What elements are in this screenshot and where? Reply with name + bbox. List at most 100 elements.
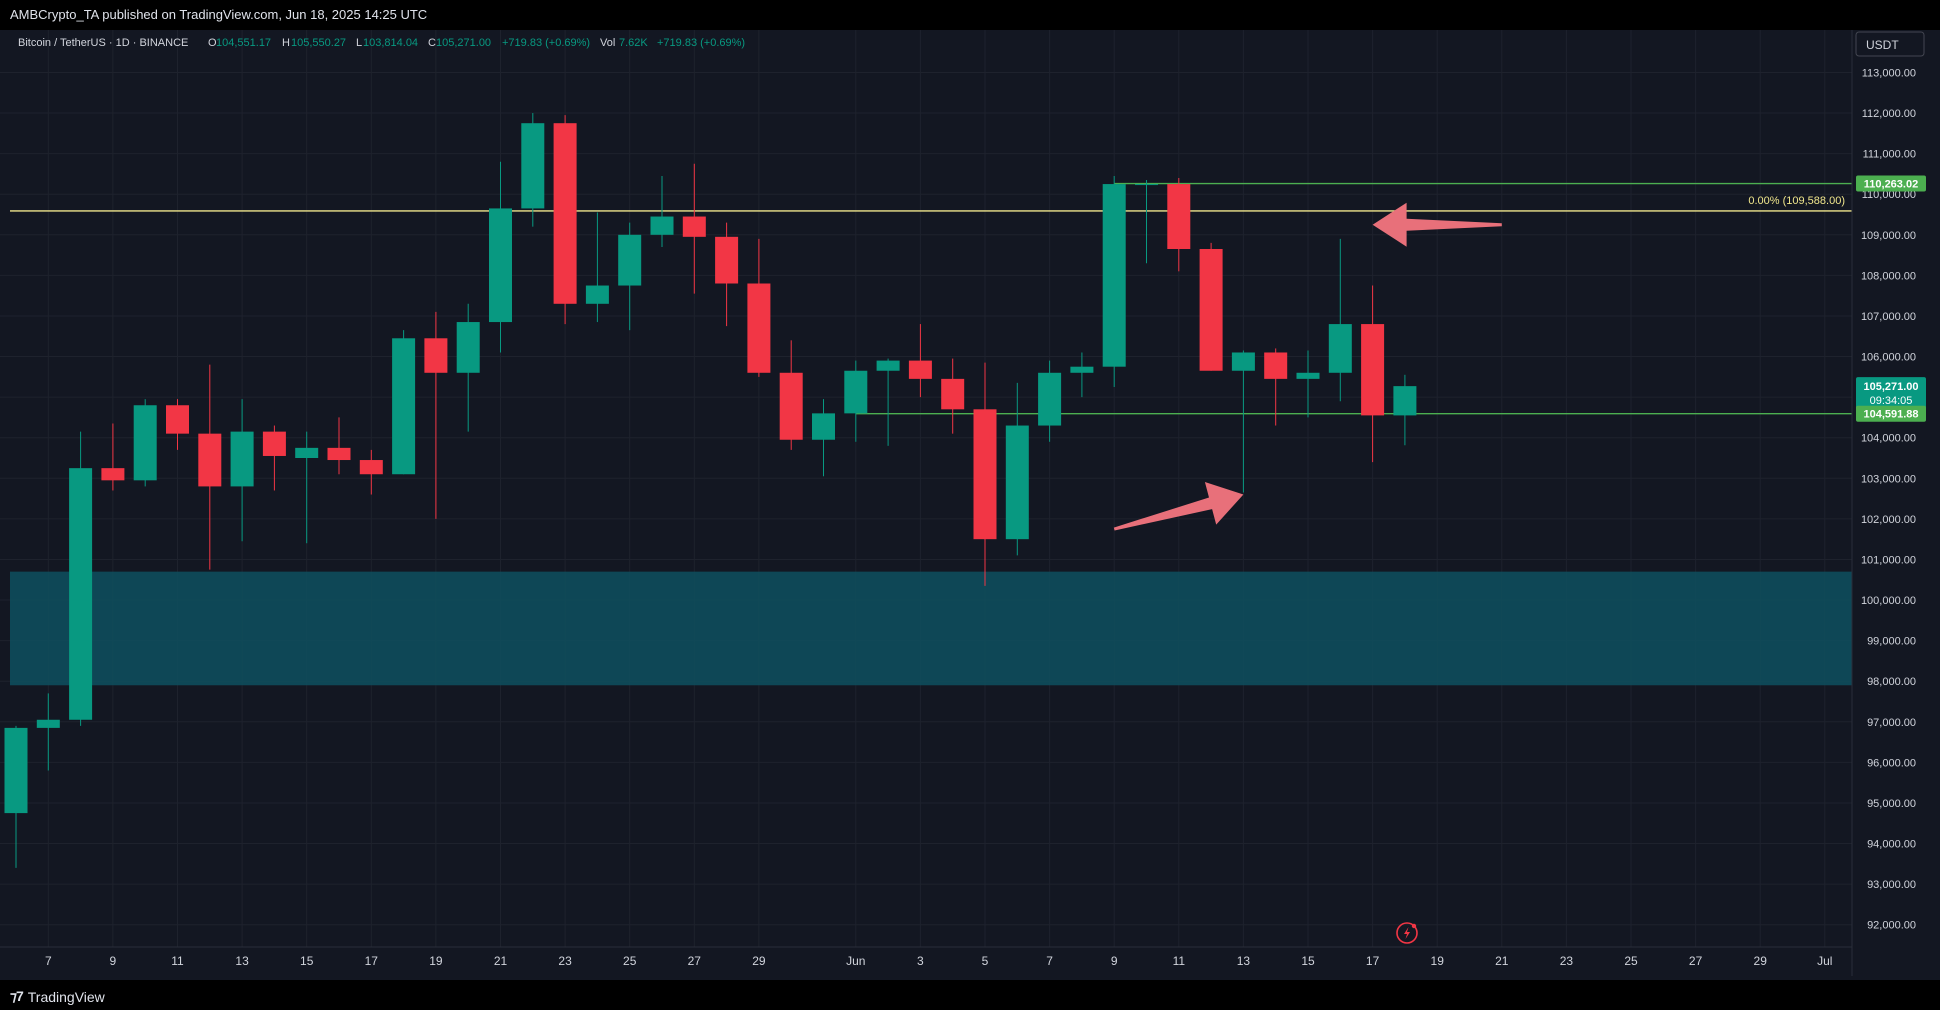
time-tick-label: 17 bbox=[365, 954, 379, 968]
candle[interactable] bbox=[1135, 180, 1158, 264]
levels-layer: 0.00% (109,588.00) bbox=[10, 182, 1852, 415]
lightning-icon[interactable] bbox=[1396, 922, 1418, 944]
candle[interactable] bbox=[585, 212, 609, 323]
candle[interactable] bbox=[747, 238, 771, 377]
candle-body bbox=[908, 360, 932, 379]
candle[interactable] bbox=[36, 693, 60, 771]
time-tick-label: 13 bbox=[1237, 954, 1251, 968]
chart-background bbox=[0, 30, 1940, 980]
time-tick-label: 9 bbox=[110, 954, 117, 968]
candle[interactable] bbox=[1167, 177, 1191, 272]
candle-body bbox=[1038, 372, 1062, 426]
candle[interactable] bbox=[1038, 360, 1062, 442]
bar-countdown-text: 09:34:05 bbox=[1870, 395, 1913, 407]
time-tick-label: Jul bbox=[1817, 954, 1832, 968]
candle-body bbox=[876, 360, 900, 371]
candle[interactable] bbox=[876, 358, 900, 446]
time-tick-label: 9 bbox=[1111, 954, 1118, 968]
candle[interactable] bbox=[941, 358, 965, 434]
candle[interactable] bbox=[327, 417, 351, 475]
support-price-tag: 104,591.88 bbox=[1856, 405, 1926, 422]
candle-body bbox=[1264, 352, 1288, 379]
price-tick-label: 110,000.00 bbox=[1862, 189, 1916, 201]
price-tick-label: 98,000.00 bbox=[1867, 676, 1916, 688]
price-tick-label: 112,000.00 bbox=[1862, 108, 1916, 120]
time-tick-label: 29 bbox=[1754, 954, 1768, 968]
legend-open-label: O bbox=[208, 37, 217, 49]
price-tick-label: 104,000.00 bbox=[1861, 433, 1916, 445]
candle-body bbox=[1393, 386, 1417, 416]
legend-ohlc: O 104,551.17 H 105,550.27 L 103,814.04 C… bbox=[208, 37, 745, 49]
candle[interactable] bbox=[1296, 350, 1320, 418]
candle-body bbox=[1102, 184, 1126, 367]
candle[interactable] bbox=[682, 163, 706, 294]
price-tick-label: 95,000.00 bbox=[1867, 798, 1916, 810]
currency-button-frame[interactable] bbox=[1855, 31, 1925, 57]
price-tick-label: 106,000.00 bbox=[1861, 352, 1916, 364]
candle-body bbox=[1005, 425, 1029, 540]
candle[interactable] bbox=[456, 303, 480, 432]
currency-button[interactable]: USDT bbox=[1855, 31, 1925, 57]
price-axis[interactable]: 92,000.00 93,000.00 94,000.00 95,000.00 96,0… bbox=[1861, 67, 1916, 931]
candle[interactable] bbox=[69, 431, 93, 726]
candle[interactable] bbox=[295, 431, 319, 544]
current-price-tag-bg bbox=[1856, 377, 1926, 410]
candle[interactable] bbox=[1264, 348, 1288, 426]
candle[interactable] bbox=[133, 399, 157, 487]
candle[interactable] bbox=[424, 311, 448, 519]
candle[interactable] bbox=[1005, 382, 1029, 556]
demand-zone-layer bbox=[10, 571, 1852, 686]
candle[interactable] bbox=[973, 362, 997, 586]
candle[interactable] bbox=[1102, 175, 1126, 387]
legend-volume: 7.62K bbox=[619, 37, 648, 49]
time-tick-label: 25 bbox=[1624, 954, 1638, 968]
candle[interactable] bbox=[650, 175, 674, 247]
time-tick-label: 21 bbox=[1495, 954, 1509, 968]
candle[interactable] bbox=[198, 364, 222, 570]
tradingview-logo[interactable]: ⁊7 TradingView bbox=[10, 988, 105, 1005]
candle[interactable] bbox=[1328, 238, 1352, 402]
candle-body bbox=[489, 208, 512, 323]
tradingview-brand: TradingView bbox=[27, 988, 105, 1005]
candle[interactable] bbox=[101, 423, 125, 491]
candle[interactable] bbox=[1393, 374, 1417, 446]
candle-body bbox=[1199, 249, 1223, 371]
candle-body bbox=[424, 338, 448, 373]
candle[interactable] bbox=[489, 161, 512, 353]
legend-low-label: L bbox=[356, 37, 362, 49]
candle[interactable] bbox=[553, 115, 577, 325]
time-tick-label: 7 bbox=[45, 954, 52, 968]
time-tick-label: 19 bbox=[1431, 954, 1445, 968]
candle[interactable] bbox=[359, 449, 383, 495]
candle[interactable] bbox=[812, 399, 835, 477]
candle[interactable] bbox=[779, 340, 803, 450]
time-tick-label: 11 bbox=[171, 954, 184, 968]
candle[interactable] bbox=[618, 222, 642, 331]
candle[interactable] bbox=[844, 360, 868, 442]
candle[interactable] bbox=[1070, 352, 1094, 398]
candle-body bbox=[101, 468, 125, 481]
candle[interactable] bbox=[230, 399, 254, 542]
candle[interactable] bbox=[1199, 242, 1223, 371]
candle-body bbox=[327, 447, 351, 461]
tradingview-logo-icon: ⁊7 bbox=[10, 988, 24, 1004]
time-axis[interactable]: 7 9 11 13 15 17 19 21 23 25 27 29 Jun 3 5 7 9 11 13 15 17 19 2… bbox=[45, 954, 1833, 968]
candle-body bbox=[456, 322, 480, 373]
candle[interactable] bbox=[392, 330, 416, 475]
candle[interactable] bbox=[715, 222, 739, 327]
candle-body bbox=[392, 338, 416, 475]
footer-bar: ⁊7 TradingView bbox=[0, 980, 1940, 1010]
candle-body bbox=[198, 433, 222, 487]
candle-body bbox=[359, 460, 383, 475]
candle[interactable] bbox=[908, 324, 932, 398]
price-chart[interactable]: 0.00% (109,588.00) 92,000.00 93,000.00 94,… bbox=[0, 30, 1940, 980]
price-tick-label: 92,000.00 bbox=[1867, 920, 1916, 932]
candle[interactable] bbox=[1361, 285, 1385, 463]
candle[interactable] bbox=[166, 399, 189, 450]
candle[interactable] bbox=[4, 725, 28, 868]
candle[interactable] bbox=[262, 425, 286, 491]
candle-body bbox=[262, 431, 286, 456]
candle[interactable] bbox=[521, 113, 545, 227]
legend-symbol: Bitcoin / TetherUS · 1D · BINANCE bbox=[18, 37, 188, 49]
candle[interactable] bbox=[1231, 350, 1255, 493]
